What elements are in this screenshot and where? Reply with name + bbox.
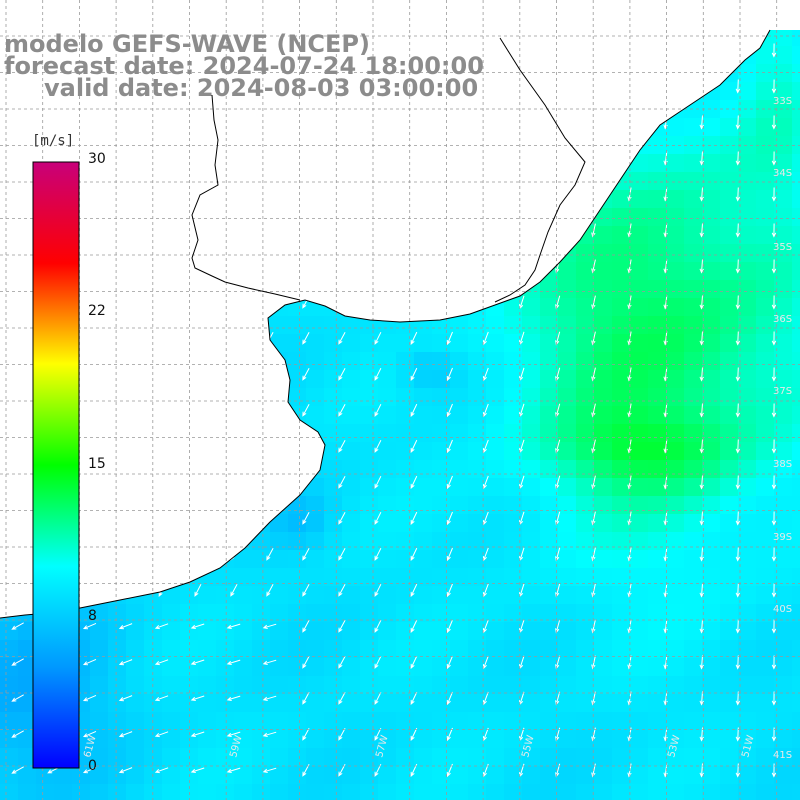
latitude-label: 38S <box>773 459 792 470</box>
title-forecast-date: forecast date: 2024-07-24 18:00:00 <box>4 52 484 80</box>
latitude-label: 40S <box>773 604 792 615</box>
colorbar-tick-0: 0 <box>88 758 97 774</box>
title-model: modelo GEFS-WAVE (NCEP) <box>4 30 370 58</box>
latitude-label: 34S <box>773 168 792 179</box>
latitude-label: 39S <box>773 532 792 543</box>
border-line <box>494 37 586 303</box>
latitude-label: 33S <box>773 96 792 107</box>
coastline <box>0 29 771 619</box>
latitude-label: 37S <box>773 386 792 397</box>
colorbar-tick-15: 15 <box>88 456 106 472</box>
latitude-labels: 33S 34S 35S 36S 37S 38S 39S 40S 41S <box>773 96 792 761</box>
latitude-label: 41S <box>773 750 792 761</box>
land-mask <box>0 0 800 618</box>
title-valid-date: valid date: 2024-08-03 03:00:00 <box>44 74 479 102</box>
latitude-label: 35S <box>773 242 792 253</box>
colorbar-tick-8: 8 <box>88 608 97 624</box>
colorbar-unit-label: [m/s] <box>32 133 75 149</box>
river-border-line <box>191 94 301 301</box>
colorbar-tick-30: 30 <box>88 151 106 167</box>
latitude-label: 36S <box>773 314 792 325</box>
colorbar <box>32 161 80 769</box>
colorbar-tick-22: 22 <box>88 303 106 319</box>
